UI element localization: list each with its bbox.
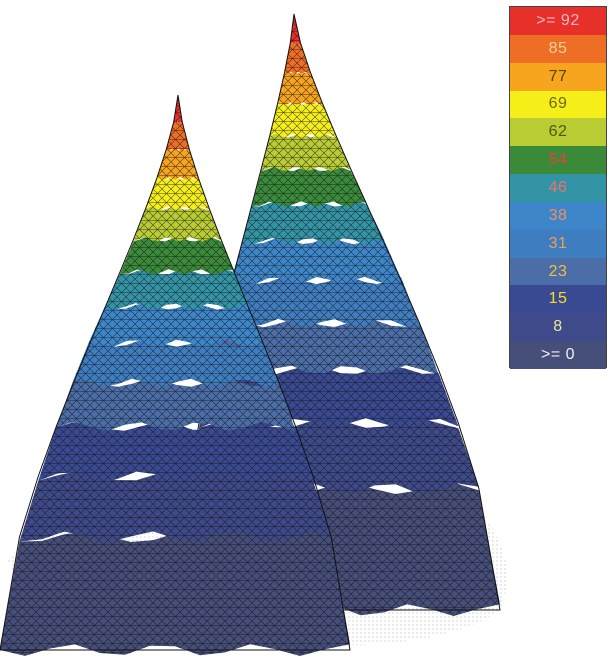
legend-level: >= 92 [510, 7, 606, 35]
surface-mesh [145, 177, 210, 210]
surface-mesh [232, 237, 401, 285]
legend-level: 77 [510, 62, 606, 91]
surface-mesh [290, 14, 301, 44]
surface-mesh [173, 95, 183, 123]
surface-mesh [56, 378, 296, 431]
surface-mesh [221, 276, 420, 328]
colorbar-legend: >= 92 85 77 69 62 54 46 38 31 23 15 8 >= 0 [509, 6, 607, 369]
surface-mesh [277, 71, 323, 105]
legend-level: 31 [510, 229, 606, 258]
legend-level: 54 [510, 146, 606, 175]
surface-mesh [156, 148, 199, 180]
surface-mesh [261, 133, 351, 172]
legend-level: 46 [510, 174, 606, 202]
legend-level: 23 [510, 257, 606, 286]
surface-mesh [105, 269, 249, 310]
legend-level: 69 [510, 90, 606, 119]
surface-mesh [19, 471, 332, 543]
legend-level: 62 [510, 118, 606, 147]
surface-mesh [252, 166, 367, 207]
legend-level: >= 0 [510, 341, 606, 369]
surface-mesh [38, 421, 314, 481]
legend-level: 15 [510, 285, 606, 314]
surface-mesh [120, 237, 235, 275]
legend-level: 38 [510, 201, 606, 230]
surface-mesh [90, 303, 264, 347]
peak-outline [0, 94, 351, 651]
surface-mesh [284, 42, 311, 74]
surface-mesh [269, 102, 336, 138]
surface-mesh [73, 339, 279, 387]
surface-mesh [242, 201, 384, 245]
surface-mesh [133, 206, 221, 242]
surface-mesh [0, 531, 350, 656]
legend-level: 85 [510, 34, 606, 63]
legend-level: 8 [510, 313, 606, 342]
left-peak [0, 94, 351, 656]
